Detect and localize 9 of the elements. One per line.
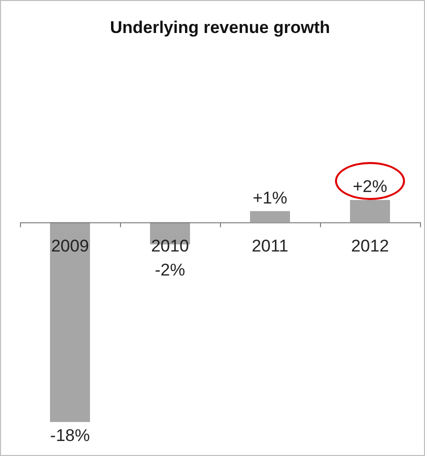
x-tick-label: 2009	[51, 236, 89, 256]
x-tick-label: 2012	[351, 236, 389, 256]
data-label: -18%	[50, 426, 90, 446]
data-label: -2%	[154, 260, 186, 280]
x-tick-label: 2010	[151, 236, 189, 256]
data-label: +2%	[352, 177, 388, 196]
chart-title: Underlying revenue growth	[110, 18, 330, 37]
x-tick-label: 2011	[252, 236, 288, 256]
data-label: +1%	[252, 188, 288, 208]
